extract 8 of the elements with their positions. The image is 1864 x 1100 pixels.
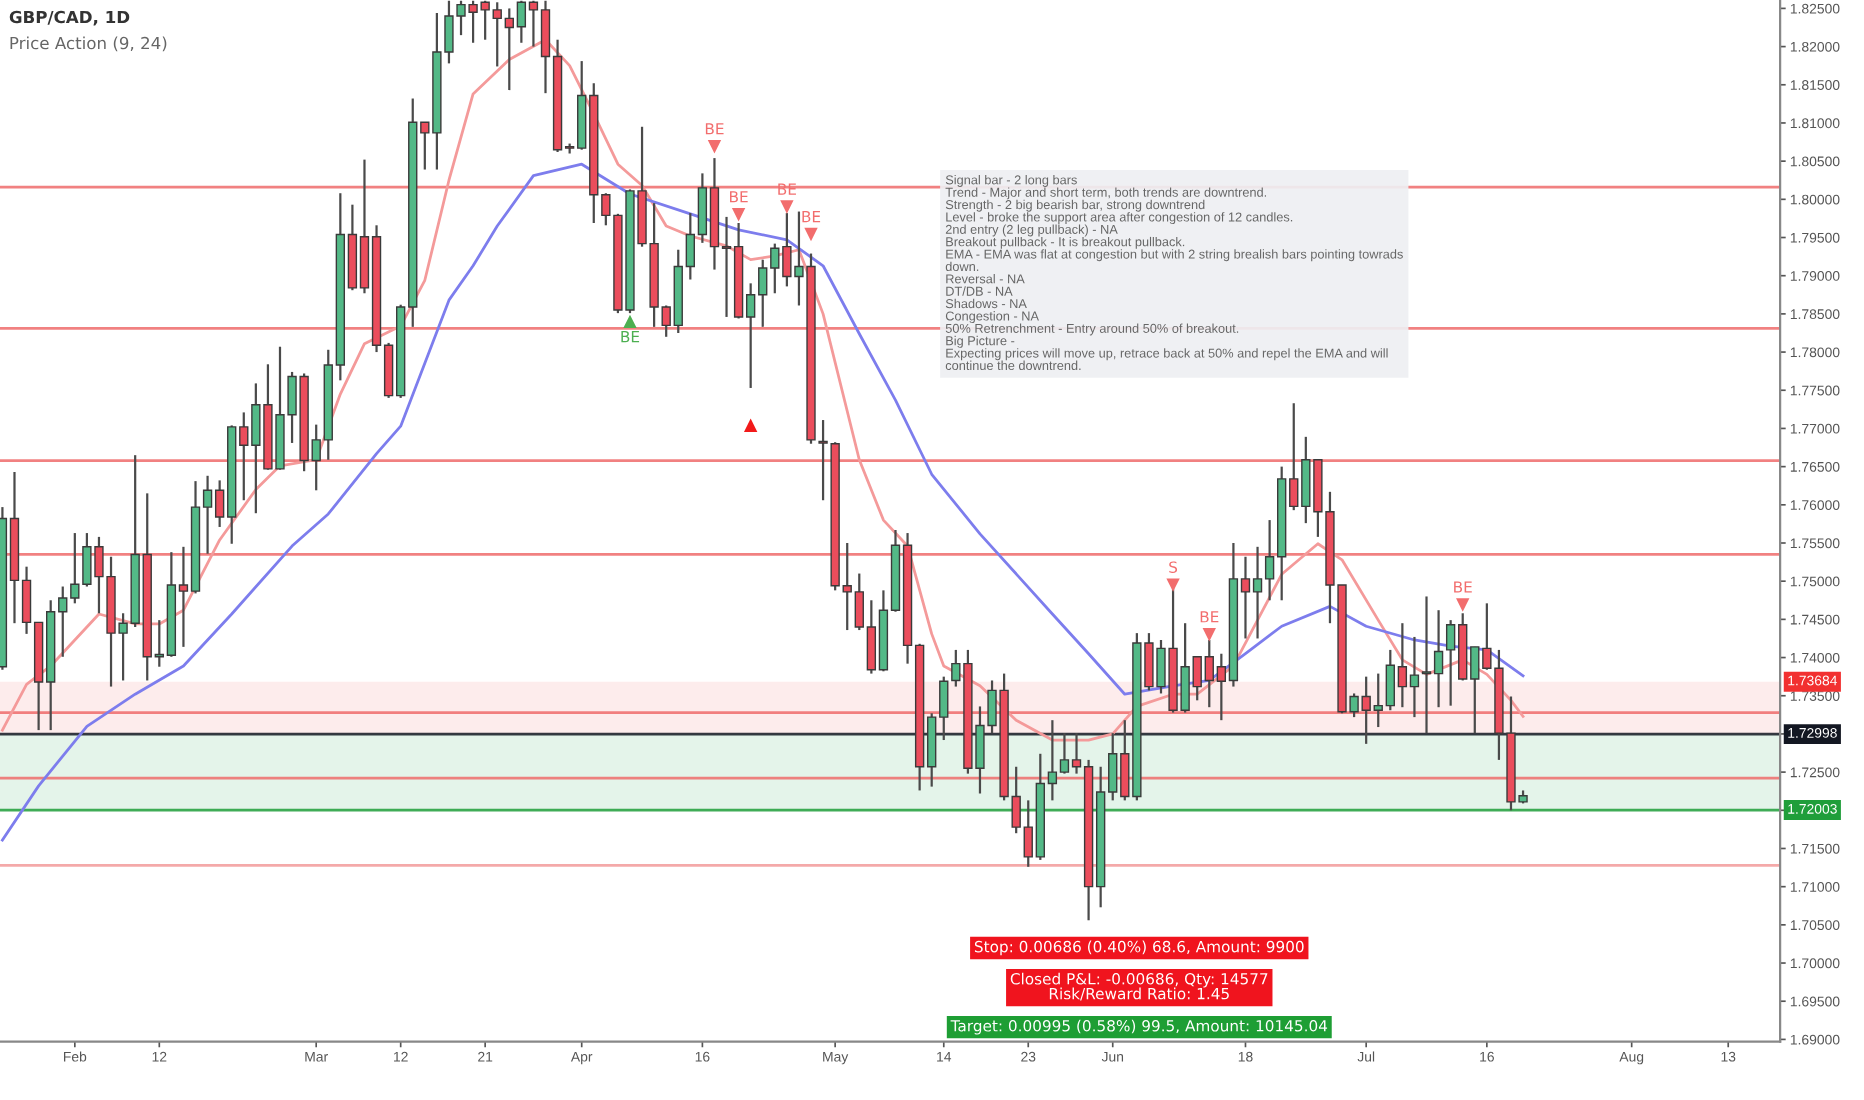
point xyxy=(1167,578,1179,591)
point xyxy=(781,200,793,213)
line-series xyxy=(1,162,1525,842)
point xyxy=(624,316,636,329)
text: Price Action (9, 24) xyxy=(10,36,167,52)
point xyxy=(805,227,817,240)
line-series xyxy=(1,38,1525,742)
text: GBP/CAD, 1D xyxy=(9,10,130,26)
